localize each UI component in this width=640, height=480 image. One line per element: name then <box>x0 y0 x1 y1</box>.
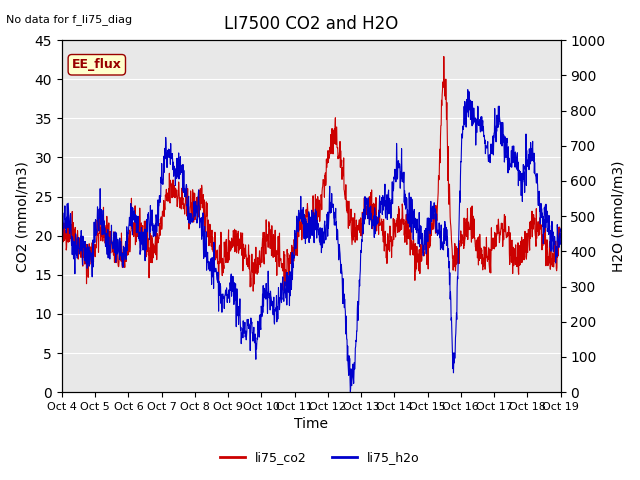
li75_h2o <box>269 307 277 312</box>
li75_co2 <box>270 240 278 245</box>
li75_h2o <box>464 87 472 93</box>
li75_h2o <box>97 212 104 217</box>
li75_co2 <box>58 236 66 242</box>
Line: li75_h2o: li75_h2o <box>62 90 561 392</box>
li75_h2o <box>346 389 354 395</box>
li75_co2 <box>557 235 564 241</box>
li75_co2 <box>280 288 288 294</box>
Text: No data for f_li75_diag: No data for f_li75_diag <box>6 14 132 25</box>
li75_h2o <box>557 228 564 234</box>
li75_h2o <box>117 239 125 244</box>
li75_h2o <box>58 224 66 230</box>
li75_co2 <box>117 242 125 248</box>
Y-axis label: CO2 (mmol/m3): CO2 (mmol/m3) <box>15 161 29 272</box>
Text: EE_flux: EE_flux <box>72 58 122 71</box>
li75_co2 <box>440 54 447 60</box>
li75_h2o <box>342 331 349 337</box>
li75_co2 <box>97 228 104 233</box>
Legend: li75_co2, li75_h2o: li75_co2, li75_h2o <box>215 446 425 469</box>
X-axis label: Time: Time <box>294 418 328 432</box>
li75_co2 <box>342 182 350 188</box>
li75_co2 <box>250 288 257 294</box>
li75_co2 <box>289 252 297 257</box>
li75_h2o <box>289 260 296 266</box>
Line: li75_co2: li75_co2 <box>62 57 561 291</box>
li75_h2o <box>280 299 287 304</box>
Title: LI7500 CO2 and H2O: LI7500 CO2 and H2O <box>224 15 398 33</box>
Y-axis label: H2O (mmol/m3): H2O (mmol/m3) <box>611 160 625 272</box>
